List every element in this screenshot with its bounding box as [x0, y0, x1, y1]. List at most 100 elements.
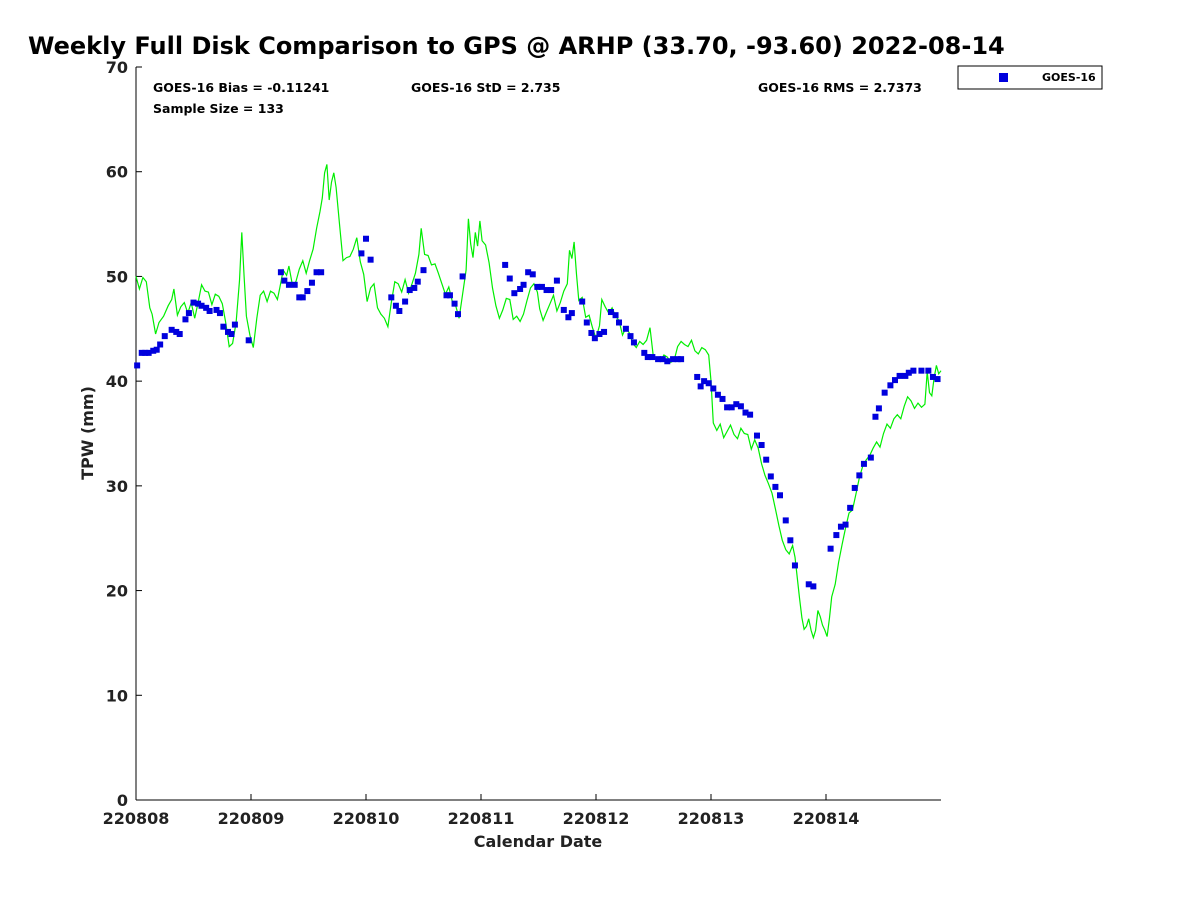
goes16-data-point — [847, 504, 854, 511]
goes16-data-point — [304, 288, 311, 295]
goes16-data-point — [622, 325, 629, 332]
goes16-data-point — [363, 235, 369, 242]
goes16-data-point — [392, 302, 399, 309]
goes16-data-point — [548, 287, 555, 294]
y-tick-label: 10 — [106, 686, 128, 705]
goes16-data-point — [902, 372, 909, 379]
goes16-data-point — [228, 331, 235, 338]
goes16-data-point — [892, 377, 898, 384]
goes16-data-point — [414, 278, 421, 285]
goes16-data-point — [827, 545, 834, 552]
goes16-data-point — [694, 373, 701, 380]
goes16-data-point — [630, 339, 637, 346]
goes16-data-point — [153, 346, 160, 353]
goes16-data-point — [737, 403, 744, 410]
goes16-data-point — [291, 281, 298, 288]
x-tick-label: 220810 — [333, 809, 400, 828]
goes16-data-point — [710, 385, 717, 392]
goes16-data-point — [929, 373, 936, 380]
goes16-data-point — [607, 309, 614, 316]
goes16-data-point — [596, 331, 603, 338]
y-axis-label: TPW (mm) — [78, 386, 97, 480]
y-tick-label: 40 — [106, 372, 128, 391]
plot-area — [135, 67, 941, 801]
gps-tpw-line — [135, 164, 942, 640]
goes16-data-point — [777, 492, 783, 499]
goes16-data-point — [728, 404, 735, 411]
goes16-data-point — [402, 298, 409, 305]
goes16-data-point — [724, 404, 731, 411]
goes16-data-point — [313, 269, 320, 276]
goes16-data-point — [190, 299, 197, 306]
goes16-data-point — [455, 311, 461, 318]
goes16-data-point — [525, 269, 532, 276]
goes16-data-point — [851, 484, 858, 491]
goes16-data-point — [833, 532, 840, 539]
goes16-data-point — [185, 310, 192, 317]
goes16-data-point — [198, 302, 205, 309]
goes16-data-point — [701, 378, 708, 385]
legend-label-goes16: GOES-16 — [1042, 71, 1096, 84]
goes16-data-point — [308, 279, 315, 286]
goes16-data-point — [138, 349, 145, 356]
y-tick-label: 20 — [106, 582, 128, 601]
goes16-data-point — [910, 367, 917, 374]
goes16-data-point — [538, 283, 545, 290]
goes16-data-point — [860, 460, 867, 467]
goes16-data-point — [918, 367, 925, 374]
goes16-data-point — [245, 337, 252, 344]
goes16-data-point — [842, 521, 849, 528]
series-layer — [134, 164, 942, 640]
goes16-data-point — [754, 432, 760, 439]
goes16-data-point — [867, 454, 874, 461]
goes16-data-point — [719, 395, 726, 402]
goes16-data-point — [216, 310, 223, 317]
goes16-data-point — [905, 369, 912, 376]
goes16-data-point — [285, 281, 292, 288]
x-tick-label: 220808 — [103, 809, 170, 828]
goes16-data-point — [517, 285, 524, 292]
goes16-data-point — [161, 333, 168, 340]
goes16-data-point — [782, 517, 789, 524]
goes16-data-point — [649, 354, 656, 361]
y-axis-ticks: 0 10 20 30 40 50 60 70 — [106, 58, 142, 810]
goes16-data-point — [758, 442, 765, 449]
goes16-data-point — [810, 583, 817, 590]
y-tick-label: 60 — [106, 163, 128, 182]
goes16-data-point — [763, 456, 770, 463]
std-stat: GOES-16 StD = 2.735 — [411, 80, 560, 95]
x-axis-ticks: 220808 220809 220810 220811 220812 220813 2208… — [103, 794, 859, 828]
goes16-data-point — [787, 537, 794, 544]
goes16-data-point — [697, 383, 704, 390]
goes16-data-point — [296, 294, 303, 301]
goes16-data-point — [872, 413, 879, 420]
chart-title: Weekly Full Disk Comparison to GPS @ ARH… — [28, 32, 1005, 60]
goes16-data-point — [543, 287, 550, 294]
goes16-data-point — [220, 323, 227, 330]
rms-stat: GOES-16 RMS = 2.7373 — [758, 80, 922, 95]
x-axis-label: Calendar Date — [474, 832, 603, 851]
goes16-data-point — [568, 310, 575, 317]
goes16-data-point — [225, 328, 231, 335]
goes16-data-point — [411, 284, 418, 291]
goes16-data-point — [529, 271, 536, 278]
goes16-data-point — [446, 292, 453, 299]
goes16-data-point — [767, 473, 774, 480]
goes16-data-point — [579, 298, 586, 305]
goes16-data-point — [896, 372, 903, 379]
goes16-data-point — [565, 314, 572, 321]
goes16-data-point — [134, 362, 141, 369]
goes16-data-point — [206, 307, 213, 314]
goes16-data-point — [459, 273, 466, 280]
goes16-data-point — [511, 290, 518, 297]
goes16-data-point — [655, 356, 662, 363]
goes16-data-point — [443, 292, 450, 299]
x-tick-label: 220813 — [678, 809, 745, 828]
goes16-data-point — [451, 300, 458, 307]
goes16-data-point — [837, 523, 844, 530]
legend-marker-goes16 — [999, 73, 1008, 82]
x-tick-label: 220809 — [218, 809, 285, 828]
goes16-data-point — [616, 319, 622, 326]
goes16-data-point — [659, 356, 666, 363]
goes16-data-point — [875, 405, 882, 412]
